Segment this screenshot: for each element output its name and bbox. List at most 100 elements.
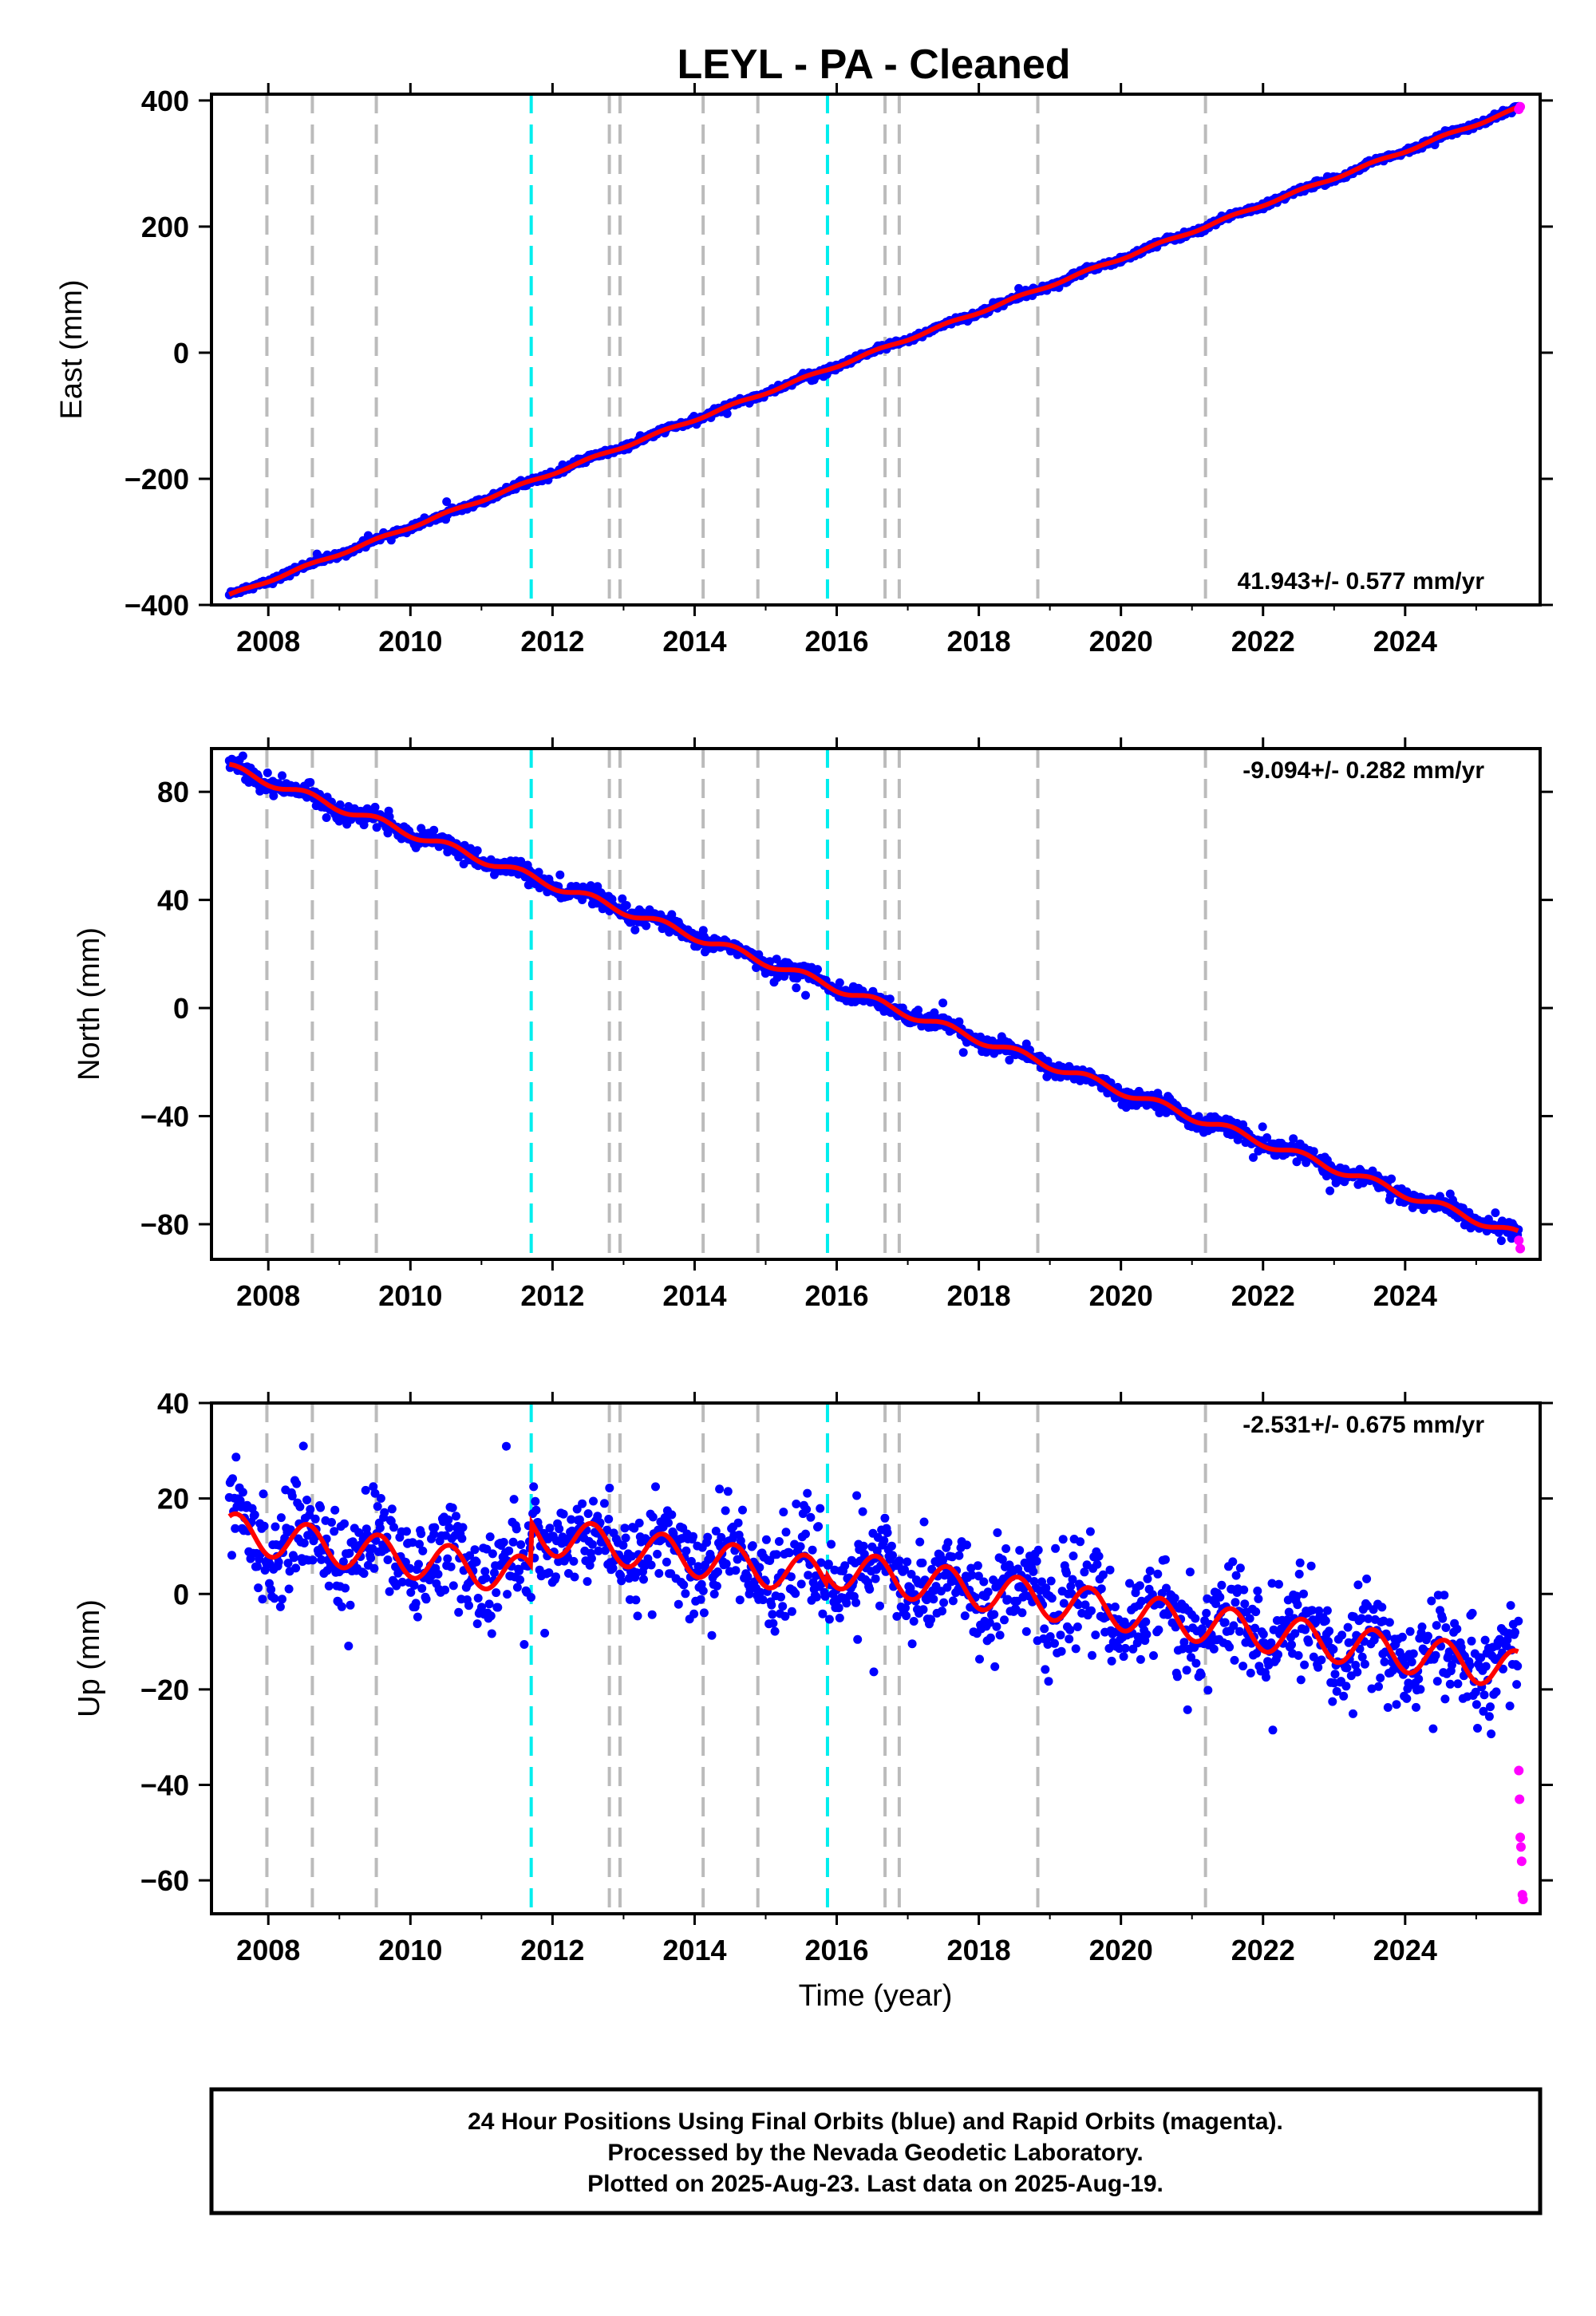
final-orbit-point bbox=[1171, 1622, 1180, 1632]
final-orbit-point bbox=[820, 1591, 830, 1601]
final-orbit-point bbox=[993, 1528, 1002, 1537]
final-orbit-point bbox=[1029, 1567, 1038, 1576]
final-orbit-point bbox=[1041, 1665, 1050, 1674]
final-orbit-point bbox=[587, 1554, 596, 1563]
final-orbit-point bbox=[1231, 1571, 1241, 1580]
final-orbit-point bbox=[1294, 1650, 1303, 1660]
final-orbit-point bbox=[786, 1572, 796, 1582]
x-tick-label: 2014 bbox=[662, 625, 726, 658]
final-orbit-point bbox=[1110, 1603, 1120, 1611]
final-orbit-point bbox=[375, 1524, 385, 1532]
final-orbit-point bbox=[1032, 1556, 1041, 1566]
final-orbit-point bbox=[755, 1563, 764, 1572]
final-orbit-point bbox=[259, 1521, 269, 1531]
x-tick-label: 2012 bbox=[520, 1279, 584, 1312]
final-orbit-point bbox=[457, 1534, 467, 1543]
final-orbit-point bbox=[1395, 1648, 1404, 1658]
final-orbit-point bbox=[1424, 1631, 1432, 1641]
final-orbit-point bbox=[954, 1551, 964, 1560]
final-orbit-point bbox=[531, 1505, 541, 1515]
final-orbit-point bbox=[442, 497, 452, 507]
x-tick-label: 2020 bbox=[1089, 1934, 1153, 1966]
final-orbit-point bbox=[276, 1513, 286, 1523]
final-orbit-point bbox=[275, 1602, 285, 1611]
final-orbit-point bbox=[1339, 1691, 1349, 1701]
final-orbit-point bbox=[540, 1628, 550, 1638]
final-orbit-point bbox=[1472, 1700, 1481, 1709]
east-event-lines bbox=[265, 94, 1207, 605]
final-orbit-point bbox=[1065, 1625, 1075, 1634]
final-orbit-point bbox=[322, 813, 331, 822]
final-orbit-point bbox=[1491, 1687, 1501, 1697]
final-orbit-point bbox=[405, 1563, 415, 1573]
final-orbit-point bbox=[604, 1515, 614, 1524]
final-orbit-point bbox=[806, 1512, 816, 1522]
final-orbit-point bbox=[1068, 1575, 1077, 1584]
final-orbit-point bbox=[1107, 1656, 1116, 1666]
final-orbit-point bbox=[1120, 1643, 1130, 1653]
final-orbit-point bbox=[1266, 1638, 1276, 1647]
final-orbit-point bbox=[1380, 1657, 1389, 1666]
final-orbit-point bbox=[816, 1558, 826, 1567]
final-orbit-point bbox=[484, 1599, 494, 1609]
final-orbit-point bbox=[253, 1562, 262, 1571]
final-orbit-point bbox=[1405, 1626, 1415, 1636]
up-model-line bbox=[227, 1511, 1519, 1686]
final-orbit-point bbox=[308, 1555, 318, 1565]
final-orbit-point bbox=[1137, 1596, 1146, 1606]
final-orbit-point bbox=[770, 1626, 780, 1636]
final-orbit-point bbox=[784, 1548, 794, 1558]
final-orbit-point bbox=[359, 1569, 369, 1579]
final-orbit-point bbox=[699, 1608, 709, 1618]
final-orbit-point bbox=[1499, 1664, 1507, 1674]
final-orbit-point bbox=[813, 965, 822, 974]
final-orbit-point bbox=[493, 1603, 503, 1612]
final-orbit-point bbox=[1282, 1615, 1292, 1625]
final-orbit-point bbox=[648, 1512, 658, 1522]
final-orbit-point bbox=[733, 1518, 743, 1528]
model-fit-line bbox=[228, 105, 1519, 597]
final-orbit-point bbox=[1402, 1694, 1412, 1703]
y-tick-label: 0 bbox=[173, 992, 189, 1025]
final-orbit-point bbox=[689, 1609, 699, 1618]
rapid-orbit-point bbox=[1515, 1832, 1526, 1843]
final-orbit-point bbox=[480, 1567, 490, 1576]
final-orbit-point bbox=[858, 1507, 867, 1516]
final-orbit-point bbox=[835, 978, 844, 987]
final-orbit-point bbox=[1085, 1527, 1095, 1536]
final-orbit-point bbox=[372, 823, 381, 832]
final-orbit-point bbox=[803, 1488, 812, 1498]
final-orbit-point bbox=[1088, 1650, 1096, 1660]
final-orbit-point bbox=[472, 846, 482, 856]
final-orbit-point bbox=[804, 1571, 813, 1580]
final-orbit-point bbox=[918, 1558, 927, 1567]
final-orbit-point bbox=[1046, 1576, 1056, 1586]
final-orbit-point bbox=[490, 1568, 499, 1578]
final-orbit-point bbox=[516, 1575, 525, 1584]
final-orbit-point bbox=[1407, 1658, 1416, 1666]
final-orbit-point bbox=[369, 1482, 378, 1492]
final-orbit-point bbox=[1332, 1686, 1341, 1696]
final-orbit-point bbox=[1073, 1600, 1083, 1610]
final-orbit-point bbox=[269, 791, 279, 800]
final-orbit-point bbox=[1341, 1682, 1351, 1691]
final-orbit-point bbox=[290, 1553, 298, 1563]
final-orbit-point bbox=[1385, 1618, 1394, 1627]
final-orbit-point bbox=[840, 1561, 850, 1571]
final-orbit-point bbox=[370, 802, 380, 812]
final-orbit-point bbox=[1215, 1592, 1225, 1602]
final-orbit-point bbox=[291, 1563, 301, 1573]
final-orbit-point bbox=[717, 1532, 726, 1542]
final-orbit-point bbox=[767, 1600, 776, 1610]
x-tick-label: 2024 bbox=[1373, 625, 1437, 658]
final-orbit-point bbox=[721, 1559, 731, 1568]
final-orbit-point bbox=[283, 1559, 293, 1568]
x-tick-label: 2024 bbox=[1373, 1934, 1437, 1966]
final-orbit-point bbox=[1105, 1565, 1115, 1575]
north-x-axis: 2008 2010 2012 2014 2016 2018 2020 2022 2024 bbox=[236, 737, 1477, 1312]
final-orbit-point bbox=[618, 894, 627, 903]
final-orbit-point bbox=[960, 1611, 970, 1621]
final-orbit-point bbox=[406, 1587, 416, 1597]
final-orbit-point bbox=[1191, 1614, 1200, 1623]
final-orbit-point bbox=[618, 1540, 628, 1550]
